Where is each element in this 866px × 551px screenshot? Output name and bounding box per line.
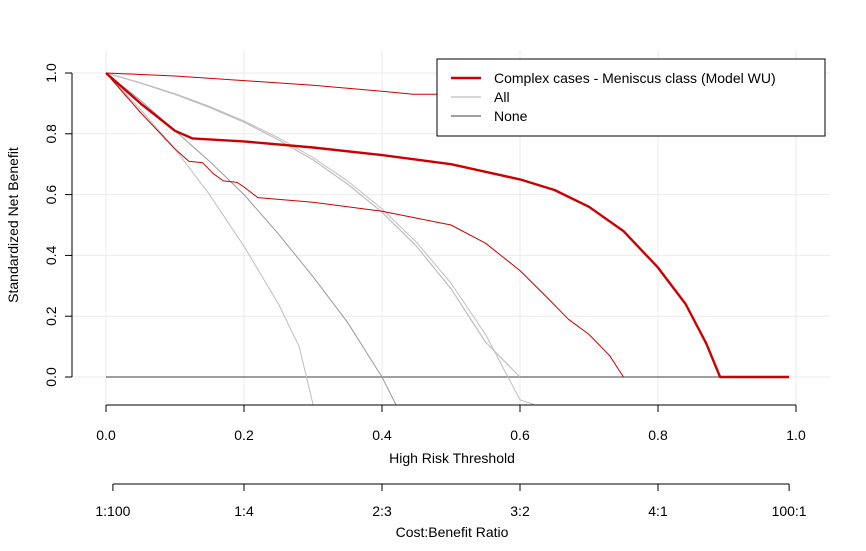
y-tick-label-2: 0.4 — [43, 245, 59, 265]
y-tick-label-0: 0.0 — [43, 367, 59, 387]
cost-benefit-tick-label-3: 3:2 — [510, 503, 530, 519]
cost-benefit-tick-label-1: 1:4 — [234, 503, 254, 519]
x-tick-label-4: 0.8 — [648, 427, 668, 443]
y-tick-label-4: 0.8 — [43, 124, 59, 144]
cost-benefit-tick-label-2: 2:3 — [372, 503, 392, 519]
series-group — [105, 72, 790, 405]
legend-label-0: Complex cases - Meniscus class (Model WU… — [494, 70, 776, 86]
x-tick-label-5: 1.0 — [786, 427, 806, 443]
legend-label-1: All — [494, 89, 510, 105]
series-line-5 — [105, 72, 314, 405]
legend-box — [436, 58, 826, 137]
series-line-3 — [105, 72, 521, 378]
legend: Complex cases - Meniscus class (Model WU… — [436, 58, 826, 137]
axes: 0.0 0.2 0.4 0.6 0.8 1.0 0.0 0.2 0.4 0.6 0.8 1.0 1:10… — [43, 63, 807, 519]
y-axis-label: Standardized Net Benefit — [5, 147, 21, 303]
x-tick-label-0: 0.0 — [96, 427, 116, 443]
cost-benefit-tick-label-4: 4:1 — [648, 503, 668, 519]
y-tick-label-3: 0.6 — [43, 185, 59, 205]
x-axis-label: High Risk Threshold — [389, 450, 515, 466]
series-line-0 — [105, 72, 790, 379]
cost-benefit-tick-label-0: 1:100 — [95, 503, 130, 519]
series-line-2 — [105, 72, 624, 378]
y-tick-label-1: 0.2 — [43, 306, 59, 326]
legend-label-2: None — [494, 108, 528, 124]
series-line-4 — [105, 72, 534, 405]
x-tick-label-3: 0.6 — [510, 427, 530, 443]
series-line-1 — [105, 72, 451, 95]
cost-benefit-tick-label-5: 100:1 — [772, 503, 807, 519]
x-tick-label-1: 0.2 — [234, 427, 254, 443]
x-tick-label-2: 0.4 — [372, 427, 392, 443]
cost-benefit-axis-label: Cost:Benefit Ratio — [396, 524, 509, 540]
y-tick-label-5: 1.0 — [43, 63, 59, 83]
